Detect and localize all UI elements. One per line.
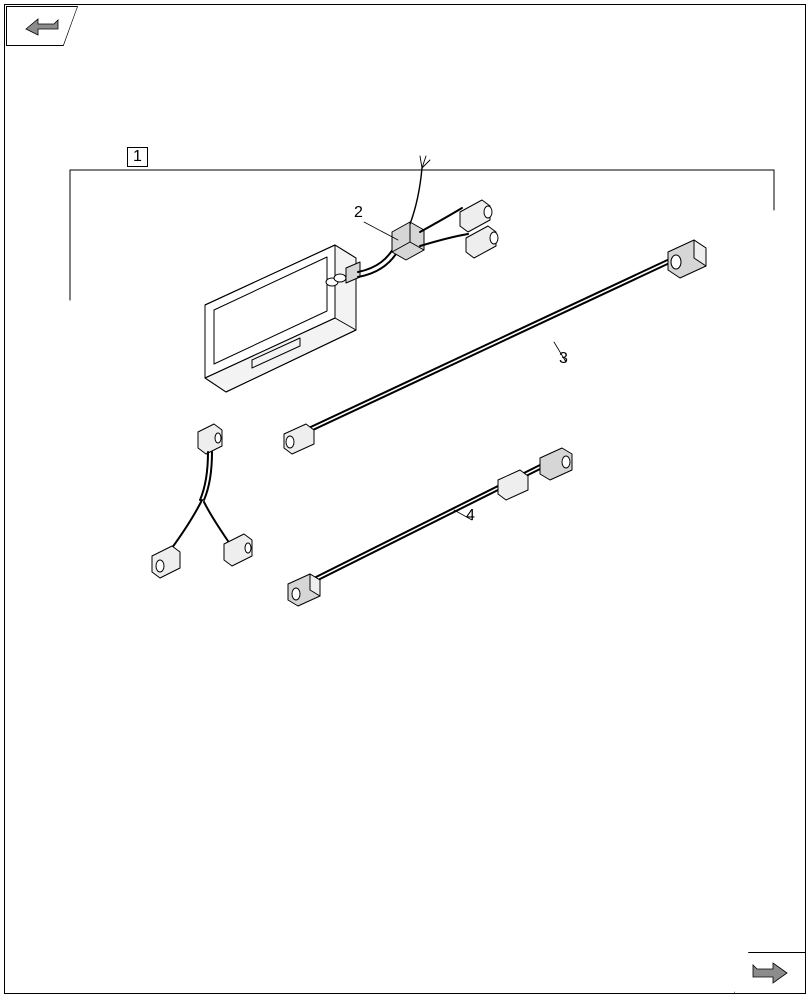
parts-diagram <box>0 0 812 1000</box>
callout-1: 1 <box>127 147 148 167</box>
callout-4: 4 <box>466 507 475 525</box>
callout-1-text: 1 <box>127 147 148 167</box>
cable-item-4 <box>288 448 572 606</box>
callout-4-text: 4 <box>466 507 475 524</box>
callout-2-text: 2 <box>354 204 363 221</box>
callout-3: 3 <box>559 350 568 368</box>
y-cable <box>152 424 252 578</box>
callout-3-text: 3 <box>559 350 568 367</box>
monitor-unit <box>205 245 360 392</box>
callout-2: 2 <box>354 204 363 222</box>
